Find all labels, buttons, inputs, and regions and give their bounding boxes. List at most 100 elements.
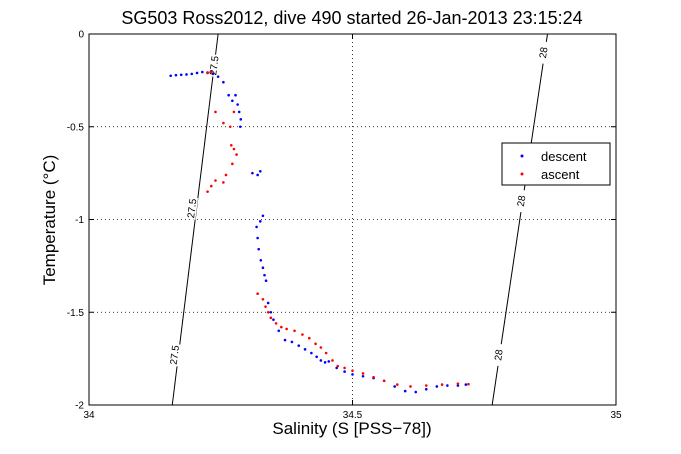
ascent-point bbox=[209, 70, 213, 74]
ascent-point bbox=[228, 125, 232, 129]
isopycnal-label: 28 bbox=[493, 348, 506, 361]
isopycnal-line-28 bbox=[491, 33, 548, 406]
x-axis-label: Salinity (S [PSS−78]) bbox=[272, 419, 431, 438]
ascent-point bbox=[361, 372, 365, 375]
ascent-point bbox=[301, 333, 304, 336]
ascent-point bbox=[256, 292, 259, 296]
ascent-point bbox=[274, 322, 278, 325]
ascent-point bbox=[266, 310, 270, 314]
ascent-point bbox=[206, 190, 209, 193]
descent-point bbox=[257, 247, 260, 251]
descent-point bbox=[256, 173, 259, 177]
ascent-point bbox=[382, 379, 386, 383]
descent-point bbox=[290, 340, 294, 344]
ascent-point bbox=[269, 316, 273, 320]
ascent-point bbox=[351, 369, 354, 372]
ascent-point bbox=[214, 110, 217, 114]
legend-marker-descent bbox=[520, 154, 524, 158]
ascent-point bbox=[456, 382, 460, 385]
ascent-point bbox=[232, 147, 236, 151]
descent-point bbox=[236, 103, 239, 106]
y-tick-label: -2 bbox=[75, 401, 84, 412]
descent-point bbox=[264, 279, 268, 283]
ascent-point bbox=[235, 153, 238, 156]
descent-point bbox=[310, 351, 313, 355]
descent-point bbox=[323, 361, 327, 364]
legend-label-descent: descent bbox=[541, 149, 587, 164]
descent-point bbox=[343, 370, 346, 373]
descent-point bbox=[234, 93, 237, 97]
ascent-point bbox=[319, 346, 323, 349]
ascent-point bbox=[440, 383, 444, 386]
isopycnal-label: 27.5 bbox=[208, 55, 221, 76]
ascent-point bbox=[395, 383, 399, 386]
ascent-point bbox=[206, 71, 209, 75]
descent-point bbox=[237, 110, 241, 114]
ascent-point bbox=[285, 327, 288, 331]
x-tick-label: 34 bbox=[83, 410, 95, 421]
descent-point bbox=[277, 329, 281, 333]
ascent-point bbox=[229, 144, 233, 147]
ascent-point bbox=[232, 110, 236, 114]
ascent-point bbox=[222, 181, 225, 184]
y-tick-label: -0.5 bbox=[67, 122, 85, 133]
ascent-point bbox=[409, 385, 412, 388]
ascent-point bbox=[209, 184, 213, 188]
descent-point bbox=[227, 93, 230, 97]
x-tick-label: 35 bbox=[610, 410, 622, 421]
ascent-point bbox=[467, 382, 470, 386]
descent-point bbox=[424, 387, 428, 391]
descent-point bbox=[414, 390, 418, 394]
ascent-point bbox=[214, 179, 217, 182]
descent-point bbox=[446, 384, 449, 387]
descent-point bbox=[261, 266, 265, 270]
legend-box bbox=[501, 142, 611, 186]
descent-point bbox=[297, 344, 301, 347]
ascent-point bbox=[261, 297, 265, 301]
isopycnal-label-bg bbox=[536, 40, 550, 65]
ascent-point bbox=[324, 351, 328, 355]
descent-point bbox=[256, 236, 259, 240]
descent-point bbox=[222, 80, 225, 84]
axis-ticks: 34 34.5 35 0 -0.5 -1 -1.5 -2 bbox=[67, 30, 622, 422]
descent-point bbox=[185, 73, 188, 76]
descent-point bbox=[190, 72, 194, 76]
descent-point bbox=[319, 359, 323, 362]
isopycnal-label: 28 bbox=[538, 46, 551, 59]
ascent-point bbox=[231, 162, 234, 166]
isopycnal-contours: 27.5 27.5 27.5 28 28 28 bbox=[168, 33, 551, 406]
ascent-point bbox=[314, 342, 317, 346]
plot-area: 27.5 27.5 27.5 28 28 28 34 34.5 35 0 -0.5 -1 -1.5 -2 bbox=[67, 30, 622, 422]
descent-point bbox=[201, 70, 204, 74]
descent-point bbox=[179, 73, 183, 77]
descent-point bbox=[303, 348, 307, 351]
ascent-point bbox=[424, 384, 428, 387]
descent-point bbox=[269, 310, 273, 314]
ascent-point bbox=[224, 173, 228, 177]
descent-point bbox=[251, 171, 254, 175]
legend-label-ascent: ascent bbox=[541, 167, 580, 182]
isopycnal-label-bg bbox=[185, 196, 199, 220]
descent-point bbox=[211, 72, 215, 76]
descent-point bbox=[456, 384, 460, 387]
y-axis-label: Temperature (°C) bbox=[40, 155, 59, 286]
series-ascent bbox=[206, 70, 470, 388]
descent-point bbox=[216, 75, 220, 78]
descent-point bbox=[238, 125, 242, 129]
isopycnal-label-bg bbox=[168, 343, 181, 367]
legend-marker-ascent bbox=[520, 172, 524, 176]
descent-point bbox=[263, 273, 266, 277]
y-tick-label: -1.5 bbox=[67, 308, 85, 319]
descent-point bbox=[169, 74, 172, 78]
isopycnal-label-bg bbox=[514, 189, 528, 213]
isopycnal-label-bg bbox=[491, 343, 506, 367]
axes-frame bbox=[88, 33, 617, 406]
ascent-point bbox=[343, 366, 346, 370]
y-tick-label: -1 bbox=[75, 215, 84, 226]
descent-point bbox=[261, 214, 265, 218]
descent-point bbox=[259, 259, 263, 262]
descent-point bbox=[435, 385, 439, 388]
isopycnal-label: 27.5 bbox=[186, 198, 199, 219]
descent-point bbox=[403, 389, 407, 393]
ascent-point bbox=[307, 336, 311, 340]
